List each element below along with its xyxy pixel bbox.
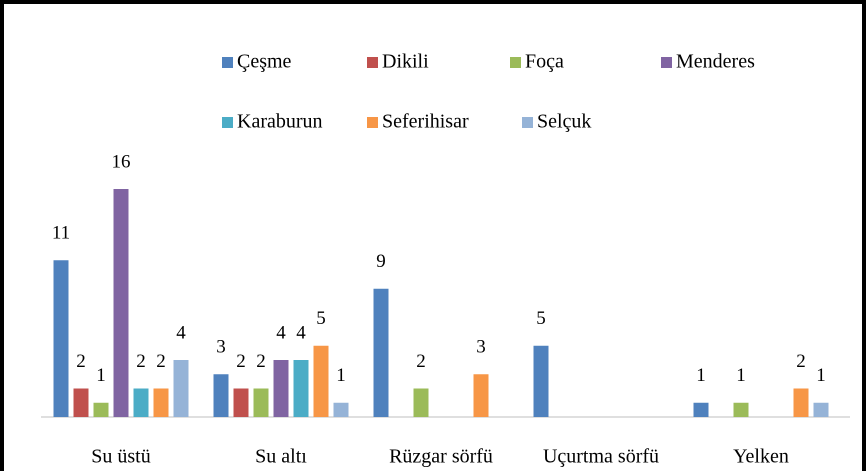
legend-label: Dikili — [382, 51, 429, 73]
legend-label: Karaburun — [237, 111, 323, 133]
bar — [793, 388, 809, 417]
x-tick-label: Su altı — [255, 446, 307, 468]
data-label: 1 — [736, 365, 746, 386]
bar — [233, 388, 249, 417]
data-label: 4 — [276, 322, 286, 343]
bar — [93, 402, 109, 417]
bar — [733, 402, 749, 417]
data-label: 5 — [316, 308, 326, 329]
legend-swatch — [661, 57, 672, 68]
legend-swatch — [222, 57, 233, 68]
legend-swatch — [510, 57, 521, 68]
legend-label: Menderes — [676, 51, 755, 73]
bar — [173, 360, 189, 417]
bar — [333, 402, 349, 417]
data-label: 9 — [376, 251, 386, 272]
x-tick-label: Yelken — [733, 446, 789, 468]
data-label: 3 — [216, 337, 226, 358]
legend-label: Foça — [525, 51, 564, 73]
x-tick-label: Rüzgar sörfü — [389, 446, 493, 468]
data-label: 2 — [76, 351, 86, 372]
data-label: 11 — [52, 223, 70, 244]
bar — [313, 345, 329, 417]
data-label: 1 — [816, 365, 826, 386]
bar — [113, 189, 129, 417]
data-label: 2 — [236, 351, 246, 372]
legend-swatch — [367, 117, 378, 128]
bar — [73, 388, 89, 417]
data-label: 4 — [176, 322, 186, 343]
bar — [413, 388, 429, 417]
bar — [133, 388, 149, 417]
data-label: 2 — [136, 351, 146, 372]
x-tick-label: Su üstü — [91, 446, 150, 468]
bar — [813, 402, 829, 417]
data-label: 2 — [156, 351, 166, 372]
legend-label: Seferihisar — [382, 111, 469, 133]
data-label: 4 — [296, 322, 306, 343]
data-label: 5 — [536, 308, 546, 329]
data-label: 3 — [476, 337, 486, 358]
bar — [273, 360, 289, 417]
data-label: 2 — [416, 351, 426, 372]
data-label: 2 — [256, 351, 266, 372]
legend-swatch — [222, 117, 233, 128]
data-label: 16 — [112, 151, 131, 172]
bar — [53, 260, 69, 417]
bar — [153, 388, 169, 417]
legend-swatch — [367, 57, 378, 68]
bar — [373, 288, 389, 417]
legend-label: Selçuk — [537, 111, 591, 133]
bar — [693, 402, 709, 417]
bar — [253, 388, 269, 417]
data-label: 1 — [336, 365, 346, 386]
bar — [533, 345, 549, 417]
data-label: 1 — [96, 365, 106, 386]
legend-label: Çeşme — [237, 51, 292, 73]
bar — [213, 374, 229, 417]
bar — [293, 360, 309, 417]
data-label: 2 — [796, 351, 806, 372]
bar — [473, 374, 489, 417]
legend-swatch — [522, 117, 533, 128]
data-label: 1 — [696, 365, 706, 386]
x-tick-label: Uçurtma sörfü — [543, 446, 659, 468]
